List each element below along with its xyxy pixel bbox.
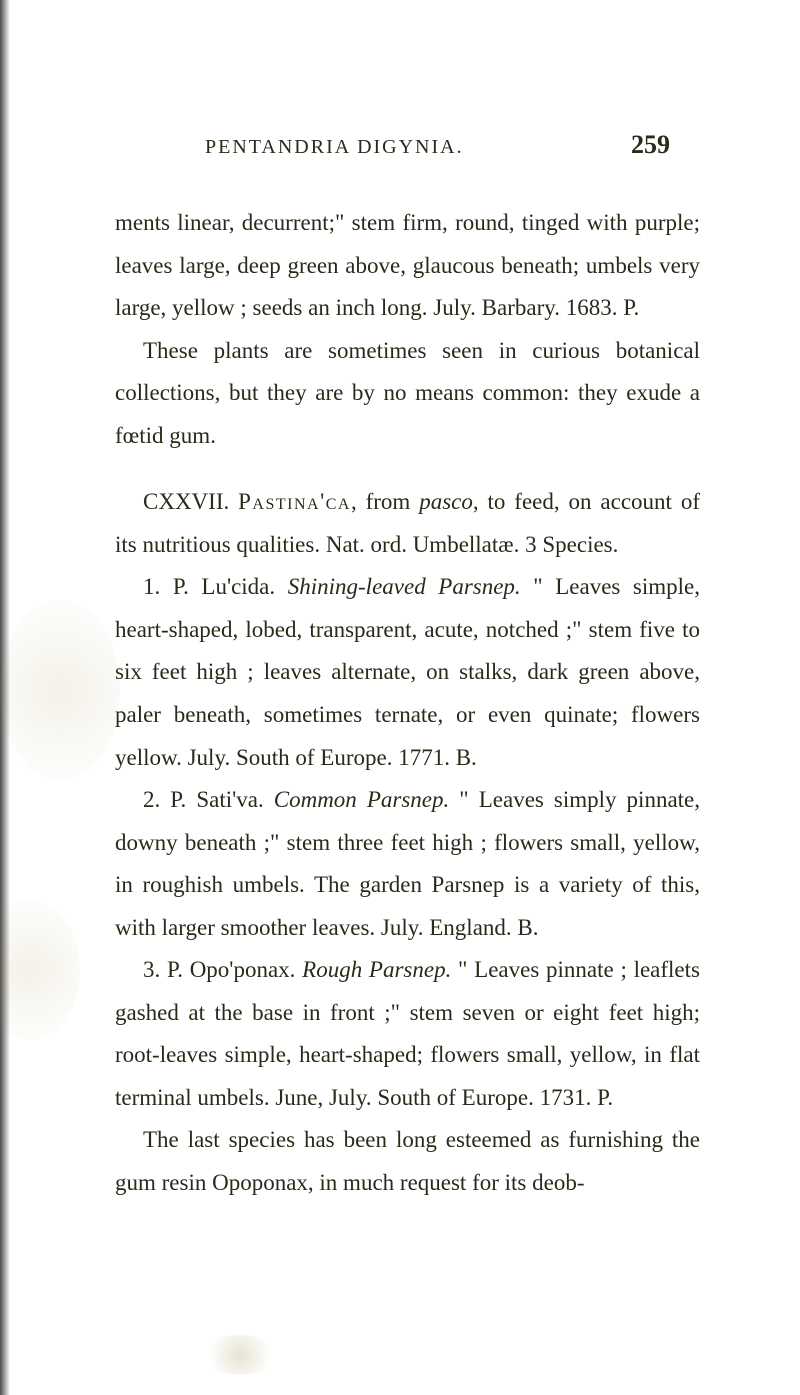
species-number: 2. P. Sati'va. bbox=[143, 787, 274, 812]
page-content: PENTANDRIA DIGYNIA. 259 ments linear, de… bbox=[0, 0, 800, 1285]
latin-term: pasco bbox=[419, 489, 473, 514]
entry-number: CXXVII. bbox=[143, 489, 238, 514]
species-entry: 3. P. Opo'ponax. Rough Parsnep. " Leaves… bbox=[115, 949, 700, 1119]
paragraph: The last species has been long esteemed … bbox=[115, 1119, 700, 1204]
species-common: Rough Parsnep. bbox=[302, 957, 451, 982]
page-edge-shadow bbox=[0, 0, 10, 1395]
species-description: " Leaves simple, heart-shaped, lobed, tr… bbox=[115, 574, 700, 769]
species-common: Common Parsnep. bbox=[274, 787, 450, 812]
paragraph: ments linear, decurrent;" stem firm, rou… bbox=[115, 202, 700, 330]
running-head: PENTANDRIA DIGYNIA. bbox=[205, 136, 464, 159]
page-header: PENTANDRIA DIGYNIA. 259 bbox=[115, 130, 700, 160]
page-stain bbox=[200, 1335, 280, 1375]
paragraph-genus-heading: CXXVII. Pastina'ca, from pasco, to feed,… bbox=[115, 481, 700, 566]
page-number: 259 bbox=[631, 130, 670, 160]
species-entry: 1. P. Lu'cida. Shining-leaved Parsnep. "… bbox=[115, 566, 700, 779]
genus-name: Pastina'ca bbox=[238, 489, 351, 514]
species-entry: 2. P. Sati'va. Common Parsnep. " Leaves … bbox=[115, 779, 700, 949]
species-number: 3. P. Opo'ponax. bbox=[143, 957, 302, 982]
species-common: Shining-leaved Parsnep. bbox=[288, 574, 521, 599]
body-text: ments linear, decurrent;" stem firm, rou… bbox=[115, 202, 700, 1205]
species-number: 1. P. Lu'cida. bbox=[143, 574, 288, 599]
text-fragment: , from bbox=[351, 489, 419, 514]
paragraph: These plants are sometimes seen in curio… bbox=[115, 330, 700, 458]
section-gap bbox=[115, 457, 700, 481]
